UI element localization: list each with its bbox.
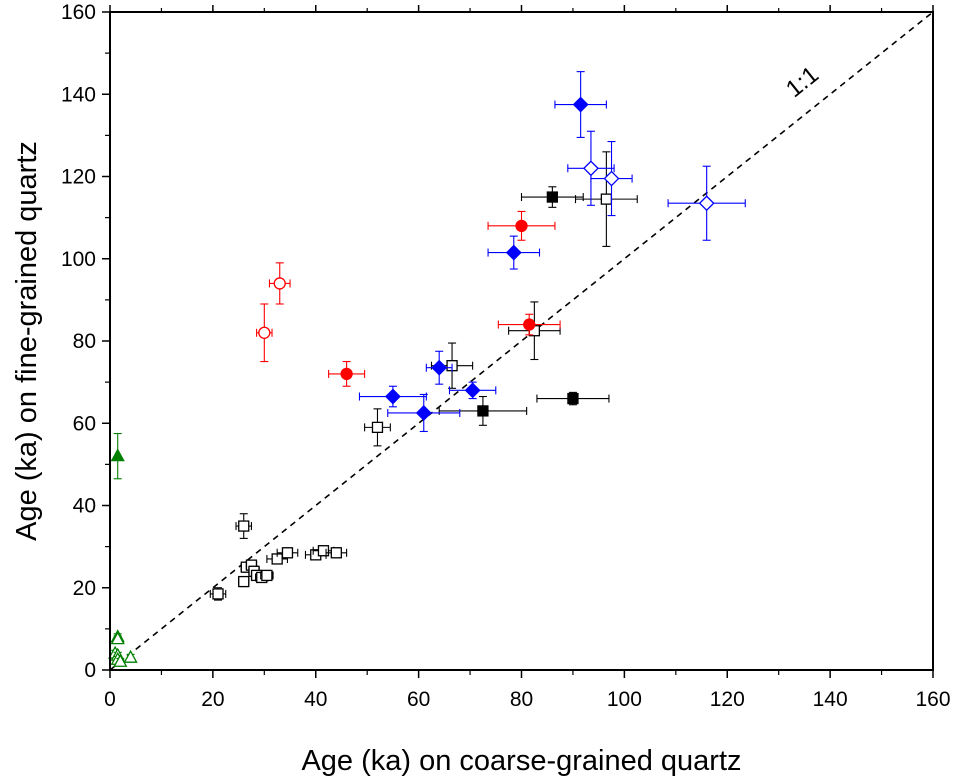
x-tick-label: 40 (304, 688, 327, 711)
y-tick-label: 0 (84, 659, 96, 682)
diamond-marker (464, 382, 481, 399)
x-tick-label: 100 (607, 688, 642, 711)
data-point (110, 432, 125, 480)
circle-marker (515, 219, 528, 233)
data-point (235, 513, 253, 539)
y-tick-label: 160 (61, 1, 96, 24)
data-point (276, 547, 299, 559)
square-marker (212, 588, 224, 600)
diamond-marker (603, 170, 620, 187)
data-points-group (108, 71, 746, 667)
data-point (590, 140, 633, 217)
diamond-marker (572, 96, 589, 113)
circle-marker (340, 367, 353, 381)
x-tick-label: 140 (813, 688, 848, 711)
y-tick-label: 60 (73, 412, 96, 435)
square-marker (546, 191, 559, 203)
data-point (325, 547, 348, 559)
data-point (508, 301, 561, 361)
diamond-marker (698, 195, 715, 212)
x-axis-title: Age (ka) on coarse-grained quartz (301, 745, 741, 777)
data-point (487, 210, 556, 241)
data-point (209, 587, 227, 601)
square-marker (238, 520, 250, 532)
square-marker (567, 392, 579, 405)
y-tick-label: 100 (61, 248, 96, 271)
data-point (256, 303, 273, 363)
square-marker (281, 547, 294, 559)
diamond-marker (505, 244, 522, 261)
data-point (268, 262, 291, 305)
triangle-marker (113, 653, 128, 667)
data-point (438, 395, 528, 426)
data-point (260, 569, 274, 582)
x-tick-label: 20 (201, 688, 224, 711)
square-marker (600, 193, 613, 205)
x-tick-label: 60 (407, 688, 430, 711)
axes-group: 0 20 40 60 80 100 120 140 160 0 20 40 60 80 100 120 140 1… (61, 1, 951, 711)
triangle-marker (110, 631, 125, 645)
square-marker (371, 421, 384, 434)
data-point (110, 631, 125, 645)
y-tick-label: 20 (73, 577, 96, 600)
circle-marker (273, 277, 286, 290)
x-tick-label: 120 (710, 688, 745, 711)
data-point (554, 71, 607, 138)
y-tick-label: 40 (73, 495, 96, 518)
data-point (266, 553, 289, 565)
data-point (448, 381, 497, 400)
x-tick-label: 80 (510, 688, 533, 711)
square-marker (261, 569, 273, 582)
data-point (364, 408, 391, 447)
square-marker (477, 405, 489, 417)
data-point (387, 393, 461, 433)
data-point (425, 350, 453, 385)
triangle-marker (123, 649, 138, 663)
data-point (123, 649, 138, 663)
y-tick-label: 80 (73, 330, 96, 353)
data-point (358, 385, 427, 408)
square-marker (238, 575, 250, 588)
diamond-marker (431, 359, 448, 376)
data-point (113, 653, 128, 667)
circle-marker (258, 326, 271, 339)
data-point (238, 575, 250, 588)
data-point (567, 130, 615, 206)
reference-line (110, 12, 933, 670)
reference-line-group (110, 12, 933, 670)
x-tick-label: 160 (915, 688, 950, 711)
triangle-marker (110, 448, 125, 462)
diamond-marker (384, 388, 401, 405)
y-axis-title: Age (ka) on fine-grained quartz (11, 141, 43, 541)
diamond-marker (583, 160, 599, 177)
data-point (520, 186, 584, 208)
y-tick-label: 140 (61, 83, 96, 106)
diamond-marker (415, 405, 432, 421)
data-point (487, 235, 541, 270)
data-point (574, 151, 638, 247)
data-point (667, 165, 746, 241)
reference-line-label: 1:1 (781, 61, 824, 103)
square-marker (330, 547, 342, 559)
data-point (497, 313, 561, 336)
x-tick-label: 0 (104, 688, 116, 711)
y-tick-label: 120 (61, 166, 96, 189)
data-point (328, 361, 366, 387)
square-marker (317, 545, 330, 557)
data-point (536, 391, 610, 406)
circle-marker (523, 318, 536, 331)
